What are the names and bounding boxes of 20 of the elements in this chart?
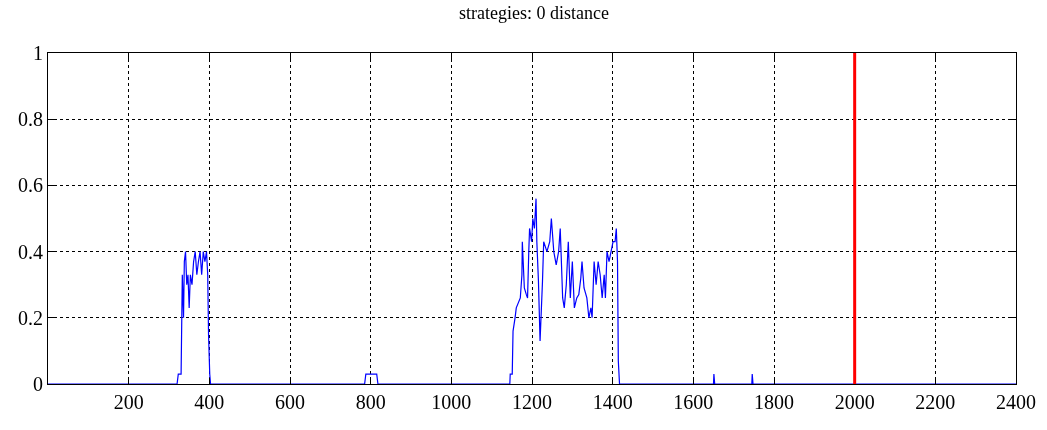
x-tick-label: 1400: [592, 391, 633, 413]
line-series: [48, 198, 1016, 384]
x-tick-label: 1200: [512, 391, 552, 413]
x-tick-label: 2200: [915, 391, 956, 413]
x-tick-label: 800: [355, 391, 386, 413]
x-tick-label: 2400: [996, 391, 1036, 413]
y-tick-label: 0.6: [18, 174, 43, 197]
y-tick-label: 1: [33, 42, 43, 64]
x-tick-label: 1000: [431, 391, 472, 413]
y-tick-label: 0.8: [18, 108, 43, 131]
x-tick-label: 400: [194, 391, 225, 413]
x-tick-label: 1800: [754, 391, 794, 413]
x-tick-label: 1600: [673, 391, 714, 413]
x-tick-label: 600: [275, 391, 305, 413]
y-tick-label: 0.2: [18, 306, 43, 329]
x-tick-label: 200: [113, 391, 144, 413]
y-tick-label: 0: [33, 373, 43, 395]
x-tick-label: 2000: [834, 391, 875, 413]
chart-title: strategies: 0 distance: [458, 3, 609, 24]
y-tick-label: 0.4: [18, 240, 43, 263]
